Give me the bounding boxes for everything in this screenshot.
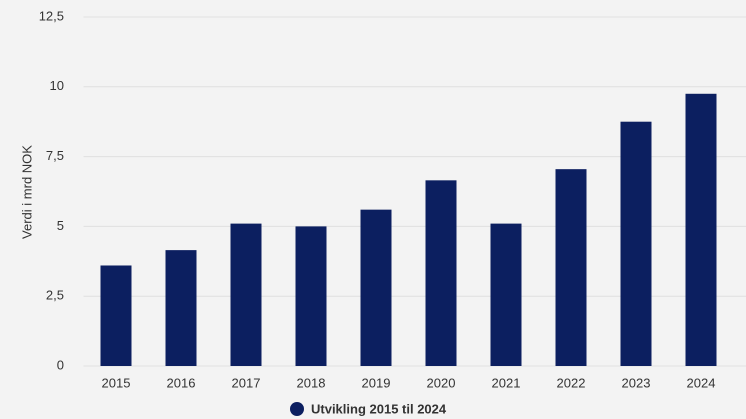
- bar: [165, 250, 197, 366]
- bar: [490, 223, 522, 366]
- x-tick-label: 2021: [492, 375, 521, 390]
- y-tick-label: 12,5: [39, 8, 64, 23]
- bar: [555, 169, 587, 366]
- y-axis-label: Verdi i mrd NOK: [19, 145, 34, 239]
- x-tick-label: 2020: [427, 375, 456, 390]
- x-tick-label: 2024: [687, 375, 716, 390]
- y-tick-label: 2,5: [46, 288, 64, 303]
- bar: [100, 265, 132, 366]
- bar: [230, 223, 262, 366]
- bar: [425, 180, 457, 366]
- y-tick-label: 5: [57, 218, 64, 233]
- x-tick-label: 2019: [362, 375, 391, 390]
- x-tick-label: 2022: [557, 375, 586, 390]
- y-tick-label: 7,5: [46, 148, 64, 163]
- x-tick-label: 2017: [232, 375, 261, 390]
- y-tick-label: 0: [57, 357, 64, 372]
- legend-marker: [290, 402, 304, 416]
- x-tick-label: 2015: [102, 375, 131, 390]
- y-tick-label: 10: [50, 78, 64, 93]
- x-tick-label: 2018: [297, 375, 326, 390]
- bar: [620, 121, 652, 366]
- bar: [360, 209, 392, 366]
- legend-label: Utvikling 2015 til 2024: [311, 401, 447, 416]
- x-tick-label: 2016: [167, 375, 196, 390]
- x-tick-label: 2023: [622, 375, 651, 390]
- bar: [685, 93, 717, 366]
- bar: [295, 226, 327, 366]
